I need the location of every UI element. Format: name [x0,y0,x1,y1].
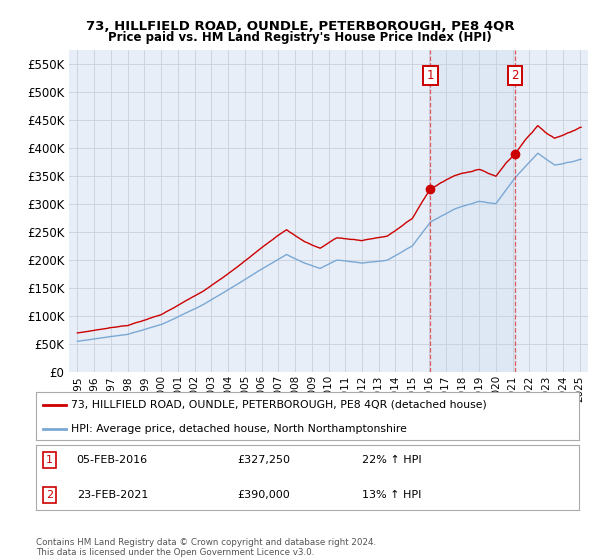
Text: 22% ↑ HPI: 22% ↑ HPI [362,455,421,465]
Text: 13% ↑ HPI: 13% ↑ HPI [362,490,421,500]
Text: 1: 1 [46,455,53,465]
Text: 73, HILLFIELD ROAD, OUNDLE, PETERBOROUGH, PE8 4QR (detached house): 73, HILLFIELD ROAD, OUNDLE, PETERBOROUGH… [71,400,487,410]
Bar [430,50,515,372]
Text: 1: 1 [427,69,434,82]
Text: 2: 2 [511,69,518,82]
Text: 05-FEB-2016: 05-FEB-2016 [77,455,148,465]
Text: 23-FEB-2021: 23-FEB-2021 [77,490,148,500]
Text: £327,250: £327,250 [237,455,290,465]
Text: 2: 2 [46,490,53,500]
Text: HPI: Average price, detached house, North Northamptonshire: HPI: Average price, detached house, Nort… [71,424,407,434]
Text: Contains HM Land Registry data © Crown copyright and database right 2024.
This d: Contains HM Land Registry data © Crown c… [36,538,376,557]
Text: 73, HILLFIELD ROAD, OUNDLE, PETERBOROUGH, PE8 4QR: 73, HILLFIELD ROAD, OUNDLE, PETERBOROUGH… [86,20,514,32]
Text: £390,000: £390,000 [237,490,290,500]
Text: Price paid vs. HM Land Registry's House Price Index (HPI): Price paid vs. HM Land Registry's House … [108,31,492,44]
